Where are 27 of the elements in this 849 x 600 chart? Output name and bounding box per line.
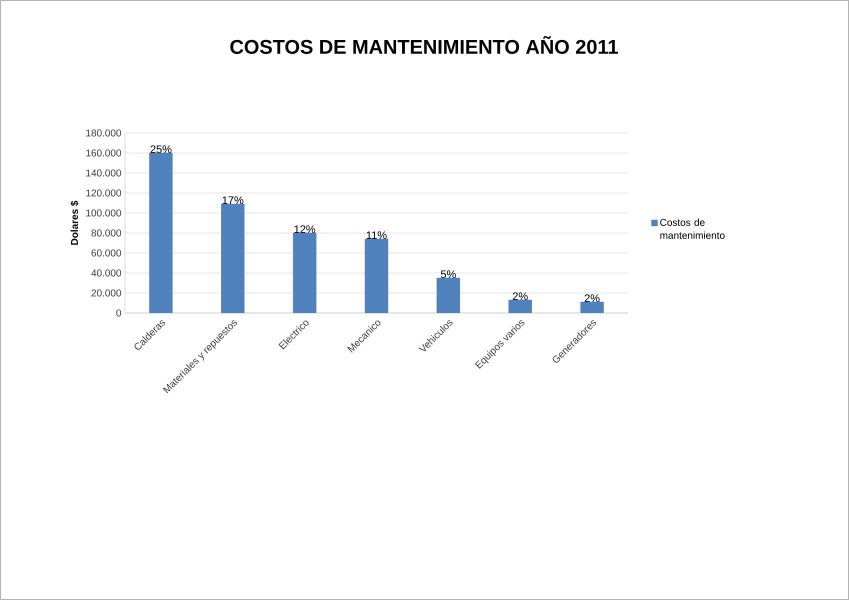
bar	[221, 204, 244, 313]
y-tick-label: 140.000	[86, 169, 122, 177]
bar	[580, 302, 604, 313]
y-tick-label: 60.000	[92, 249, 122, 257]
bar	[292, 232, 316, 313]
annotation: 25%	[150, 145, 172, 154]
annotation: 12%	[294, 225, 316, 234]
y-axis-title: Dolares $	[70, 200, 79, 245]
annotation: 2%	[512, 292, 528, 300]
y-tick-label: 0	[116, 309, 122, 317]
y-tick-label: 120.000	[86, 189, 122, 197]
y-tick-label: 160.000	[86, 149, 122, 157]
chart-title: COSTOS DE MANTENIMIENTO AÑO 2011	[230, 36, 618, 54]
y-tick-label: 40.000	[91, 269, 122, 277]
bar	[508, 300, 532, 313]
bar	[364, 238, 388, 313]
y-tick-label: 20.000	[92, 289, 122, 297]
bar	[149, 152, 173, 313]
y-tick-label: 100.000	[86, 209, 122, 217]
annotation: 2%	[584, 294, 600, 302]
annotation: 17%	[222, 196, 244, 204]
annotation: 11%	[366, 231, 387, 240]
y-tick-label: 180.000	[86, 129, 122, 137]
annotation: 5%	[440, 270, 456, 278]
bar	[436, 278, 460, 313]
y-tick-label: 80.000	[91, 229, 122, 237]
legend-label: Costos de mantenimiento	[660, 218, 725, 239]
